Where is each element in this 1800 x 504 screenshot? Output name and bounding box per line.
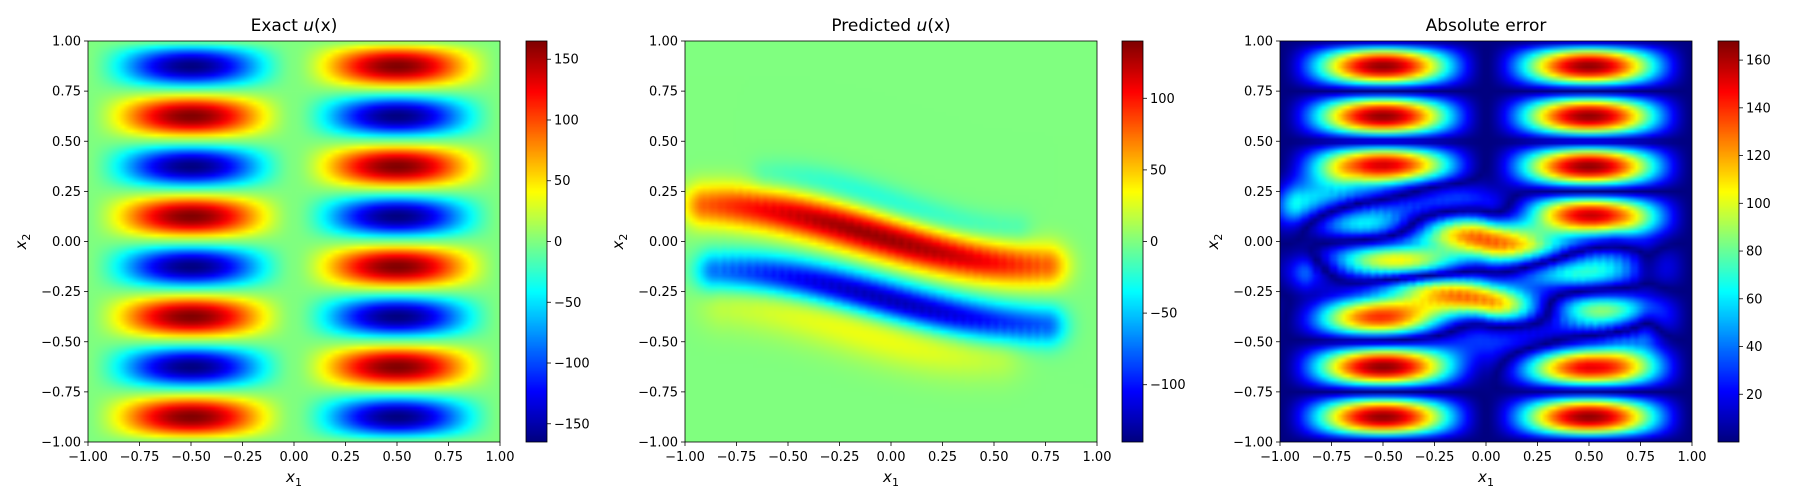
- x-axis-label: x1: [285, 468, 302, 489]
- y-tick-label: −0.50: [1233, 335, 1273, 350]
- colorbar-tick-label: 100: [1746, 197, 1771, 212]
- colorbar-tick-label: 40: [1746, 340, 1763, 355]
- x-tick-label: −1.00: [68, 450, 108, 465]
- y-tick-label: 0.50: [649, 135, 678, 150]
- y-tick-label: 0.75: [52, 85, 81, 100]
- colorbar-tick-label: −50: [554, 296, 581, 311]
- x-tick-label: 0.00: [280, 450, 309, 465]
- y-tick-label: −0.25: [638, 285, 678, 300]
- x-tick-label: 0.50: [383, 450, 412, 465]
- x-tick-label: 0.25: [928, 450, 957, 465]
- y-tick-label: 0.50: [52, 135, 81, 150]
- y-tick-label: −0.75: [638, 385, 678, 400]
- x-tick-label: −0.75: [717, 450, 757, 465]
- x-tick-label: −0.50: [171, 450, 211, 465]
- colorbar-tick-label: −50: [1150, 307, 1177, 322]
- y-tick-label: −0.50: [638, 335, 678, 350]
- y-tick-label: −0.25: [41, 285, 81, 300]
- x-tick-label: 0.00: [1472, 450, 1501, 465]
- panel-title-2: Predicted u(x): [831, 16, 950, 36]
- colorbar-tick-label: 0: [1150, 235, 1158, 250]
- y-tick-label: 0.00: [1244, 235, 1273, 250]
- colorbar-3: [1718, 41, 1739, 442]
- y-tick-label: −0.25: [1233, 285, 1273, 300]
- y-tick-label: 0.25: [649, 185, 678, 200]
- y-tick-label: −0.75: [1233, 385, 1273, 400]
- x-tick-label: −0.50: [768, 450, 808, 465]
- panel-title-1: Exact u(x): [251, 16, 338, 36]
- x-tick-label: 0.75: [1626, 450, 1655, 465]
- y-tick-label: −0.75: [41, 385, 81, 400]
- heatmap-image-1: [88, 41, 500, 442]
- colorbar-tick-label: −100: [1150, 378, 1186, 393]
- x-tick-label: 0.25: [331, 450, 360, 465]
- y-tick-label: −1.00: [41, 436, 81, 451]
- colorbar-frame-3: [1717, 40, 1740, 443]
- colorbar-tick-label: 50: [554, 174, 571, 189]
- colorbar-tick-label: 140: [1746, 101, 1771, 116]
- y-axis-label: x2: [1204, 234, 1225, 251]
- x-tick-label: −1.00: [665, 450, 705, 465]
- colorbar-2: [1122, 41, 1143, 442]
- x-tick-label: −0.25: [1415, 450, 1455, 465]
- x-tick-label: 0.50: [1575, 450, 1604, 465]
- x-tick-label: −0.25: [820, 450, 860, 465]
- colorbar-tick-label: 120: [1746, 149, 1771, 164]
- x-tick-label: 1.00: [1678, 450, 1707, 465]
- x-tick-label: 0.00: [877, 450, 906, 465]
- x-tick-label: −0.75: [1312, 450, 1352, 465]
- colorbar-1: [526, 41, 547, 442]
- colorbar-tick-label: 160: [1746, 54, 1771, 69]
- y-tick-label: −1.00: [638, 436, 678, 451]
- heatmap-image-3: [1280, 41, 1692, 442]
- panel-title-3: Absolute error: [1426, 16, 1547, 36]
- colorbar-tick-label: 50: [1150, 163, 1167, 178]
- colorbar-tick-label: 100: [554, 113, 579, 128]
- y-tick-label: 0.00: [52, 235, 81, 250]
- y-axis-label: x2: [12, 234, 33, 251]
- x-axis-label: x1: [882, 468, 899, 489]
- x-tick-label: 0.50: [980, 450, 1009, 465]
- y-tick-label: 1.00: [1244, 35, 1273, 50]
- x-tick-label: −0.75: [120, 450, 160, 465]
- y-tick-label: 0.50: [1244, 135, 1273, 150]
- heatmap-image-2: [685, 41, 1097, 442]
- y-tick-label: 0.75: [649, 85, 678, 100]
- x-tick-label: 1.00: [486, 450, 515, 465]
- y-tick-label: 0.25: [52, 185, 81, 200]
- y-tick-label: 0.75: [1244, 85, 1273, 100]
- x-tick-label: −1.00: [1260, 450, 1300, 465]
- colorbar-tick-label: 100: [1150, 92, 1175, 107]
- x-tick-label: 0.75: [434, 450, 463, 465]
- colorbar-tick-label: 80: [1746, 245, 1763, 260]
- y-tick-label: 1.00: [52, 35, 81, 50]
- colorbar-tick-label: 60: [1746, 292, 1763, 307]
- y-tick-label: 1.00: [649, 35, 678, 50]
- colorbar-tick-label: −100: [554, 357, 590, 372]
- x-tick-label: 1.00: [1083, 450, 1112, 465]
- y-tick-label: 0.00: [649, 235, 678, 250]
- y-tick-label: −1.00: [1233, 436, 1273, 451]
- x-axis-label: x1: [1477, 468, 1494, 489]
- x-tick-label: −0.50: [1363, 450, 1403, 465]
- colorbar-tick-label: 20: [1746, 388, 1763, 403]
- x-tick-label: 0.75: [1031, 450, 1060, 465]
- y-tick-label: 0.25: [1244, 185, 1273, 200]
- colorbar-tick-label: 0: [554, 235, 562, 250]
- colorbar-tick-label: 150: [554, 53, 579, 68]
- y-axis-label: x2: [609, 234, 630, 251]
- colorbar-tick-label: −150: [554, 417, 590, 432]
- x-tick-label: 0.25: [1523, 450, 1552, 465]
- x-tick-label: −0.25: [223, 450, 263, 465]
- y-tick-label: −0.50: [41, 335, 81, 350]
